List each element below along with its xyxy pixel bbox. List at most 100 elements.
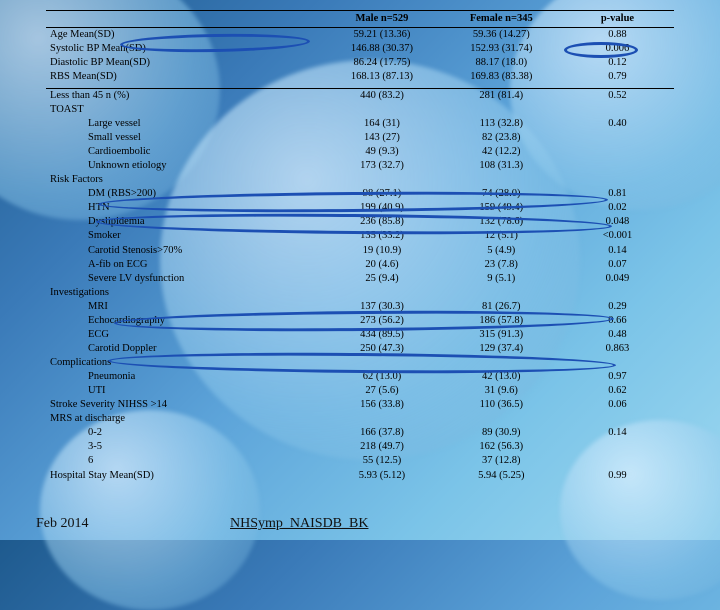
row-value: 0.97 <box>561 370 674 384</box>
table-row: UTI27 (5.6)31 (9.6)0.62 <box>46 384 674 398</box>
row-value: 81 (26.7) <box>442 300 561 314</box>
row-value <box>561 131 674 145</box>
row-value: 0.048 <box>561 215 674 229</box>
row-label: Unknown etiology <box>46 159 322 173</box>
row-value: 110 (36.5) <box>442 398 561 412</box>
table-row: Small vessel143 (27)82 (23.8) <box>46 131 674 145</box>
row-value: 137 (30.3) <box>322 300 441 314</box>
table-row: Carotid Doppler250 (47.3)129 (37.4)0.863 <box>46 342 674 356</box>
row-label: MRI <box>46 300 322 314</box>
row-value: 5 (4.9) <box>442 244 561 258</box>
col-male: Male n=529 <box>322 11 441 28</box>
row-value: 98 (27.1) <box>322 187 441 201</box>
row-label: Smoker <box>46 229 322 243</box>
row-value: 0.863 <box>561 342 674 356</box>
row-label: 0-2 <box>46 426 322 440</box>
row-value: 143 (27) <box>322 131 441 145</box>
table-row: DM (RBS>200)98 (27.1)74 (28.0)0.81 <box>46 187 674 201</box>
row-value: 152.93 (31.74) <box>442 42 561 56</box>
row-value: 0.06 <box>561 398 674 412</box>
row-label: Pneumonia <box>46 370 322 384</box>
row-value: 0.40 <box>561 117 674 131</box>
row-value: 27 (5.6) <box>322 384 441 398</box>
row-value: 20 (4.6) <box>322 258 441 272</box>
row-value: 132 (78.6) <box>442 215 561 229</box>
row-value: 82 (23.8) <box>442 131 561 145</box>
row-value: 49 (9.3) <box>322 145 441 159</box>
table-row: Cardioembolic49 (9.3)42 (12.2) <box>46 145 674 159</box>
table-row: Stroke Severity NIHSS >14156 (33.8)110 (… <box>46 398 674 412</box>
row-value: 0.12 <box>561 56 674 70</box>
table-row: Diastolic BP Mean(SD)86.24 (17.75)88.17 … <box>46 56 674 70</box>
footer-ref: NHSymp_NAISDB_BK <box>230 516 368 532</box>
row-value: <0.001 <box>561 229 674 243</box>
row-value: 218 (49.7) <box>322 440 441 454</box>
section-label: TOAST <box>46 103 322 117</box>
row-label: Severe LV dysfunction <box>46 272 322 286</box>
row-value: 0.81 <box>561 187 674 201</box>
row-label: Large vessel <box>46 117 322 131</box>
col-female: Female n=345 <box>442 11 561 28</box>
row-value: 9 (5.1) <box>442 272 561 286</box>
row-value: 0.049 <box>561 272 674 286</box>
section-row: Complications <box>46 356 674 370</box>
row-label: Systolic BP Mean(SD) <box>46 42 322 56</box>
table-row: Unknown etiology173 (32.7)108 (31.3) <box>46 159 674 173</box>
row-value: 59.36 (14.27) <box>442 28 561 43</box>
row-value: 0.66 <box>561 314 674 328</box>
row-label: RBS Mean(SD) <box>46 70 322 84</box>
row-value: 0.02 <box>561 201 674 215</box>
row-value: 55 (12.5) <box>322 454 441 468</box>
row-value: 168.13 (87.13) <box>322 70 441 84</box>
row-label: Carotid Doppler <box>46 342 322 356</box>
row-value: 25 (9.4) <box>322 272 441 286</box>
row-label: Hospital Stay Mean(SD) <box>46 469 322 483</box>
row-value: 5.93 (5.12) <box>322 469 441 483</box>
row-label: ECG <box>46 328 322 342</box>
row-value: 434 (89.5) <box>322 328 441 342</box>
table-row: Less than 45 n (%)440 (83.2)281 (81.4)0.… <box>46 88 674 103</box>
row-label: A-fib on ECG <box>46 258 322 272</box>
table-row: ECG434 (89.5)315 (91.3)0.48 <box>46 328 674 342</box>
table-row: Systolic BP Mean(SD)146.88 (30.37)152.93… <box>46 42 674 56</box>
row-value: 31 (9.6) <box>442 384 561 398</box>
row-value: 42 (12.2) <box>442 145 561 159</box>
row-value <box>561 159 674 173</box>
table-row: 655 (12.5)37 (12.8) <box>46 454 674 468</box>
section-row: TOAST <box>46 103 674 117</box>
row-value <box>561 454 674 468</box>
row-value: 281 (81.4) <box>442 88 561 103</box>
table-row: 0-2166 (37.8)89 (30.9)0.14 <box>46 426 674 440</box>
row-value: 37 (12.8) <box>442 454 561 468</box>
row-value: 159 (49.4) <box>442 201 561 215</box>
row-label: Dyslipidemia <box>46 215 322 229</box>
row-label: Age Mean(SD) <box>46 28 322 43</box>
table-row: Age Mean(SD)59.21 (13.36)59.36 (14.27)0.… <box>46 28 674 43</box>
row-value: 19 (10.9) <box>322 244 441 258</box>
section-label: Investigations <box>46 286 322 300</box>
row-value: 0.79 <box>561 70 674 84</box>
row-label: UTI <box>46 384 322 398</box>
row-value <box>561 145 674 159</box>
row-label: HTN <box>46 201 322 215</box>
row-value: 236 (85.8) <box>322 215 441 229</box>
table-row: HTN199 (40.9)159 (49.4)0.02 <box>46 201 674 215</box>
row-label: 6 <box>46 454 322 468</box>
row-label: Carotid Stenosis>70% <box>46 244 322 258</box>
row-value: 113 (32.8) <box>442 117 561 131</box>
row-value: 0.14 <box>561 426 674 440</box>
row-value: 173 (32.7) <box>322 159 441 173</box>
row-label: Cardioembolic <box>46 145 322 159</box>
row-value: 146.88 (30.37) <box>322 42 441 56</box>
row-label: Small vessel <box>46 131 322 145</box>
stats-table: Male n=529 Female n=345 p-value Age Mean… <box>46 10 674 483</box>
table-row: Severe LV dysfunction25 (9.4)9 (5.1)0.04… <box>46 272 674 286</box>
row-value: 0.99 <box>561 469 674 483</box>
section-label: Risk Factors <box>46 173 322 187</box>
table-row: 3-5218 (49.7)162 (56.3) <box>46 440 674 454</box>
row-value: 156 (33.8) <box>322 398 441 412</box>
table-row: Smoker135 (33.2)12 (5.1)<0.001 <box>46 229 674 243</box>
row-value: 164 (31) <box>322 117 441 131</box>
table-row: Pneumonia62 (13.0)42 (13.0)0.97 <box>46 370 674 384</box>
row-value: 199 (40.9) <box>322 201 441 215</box>
